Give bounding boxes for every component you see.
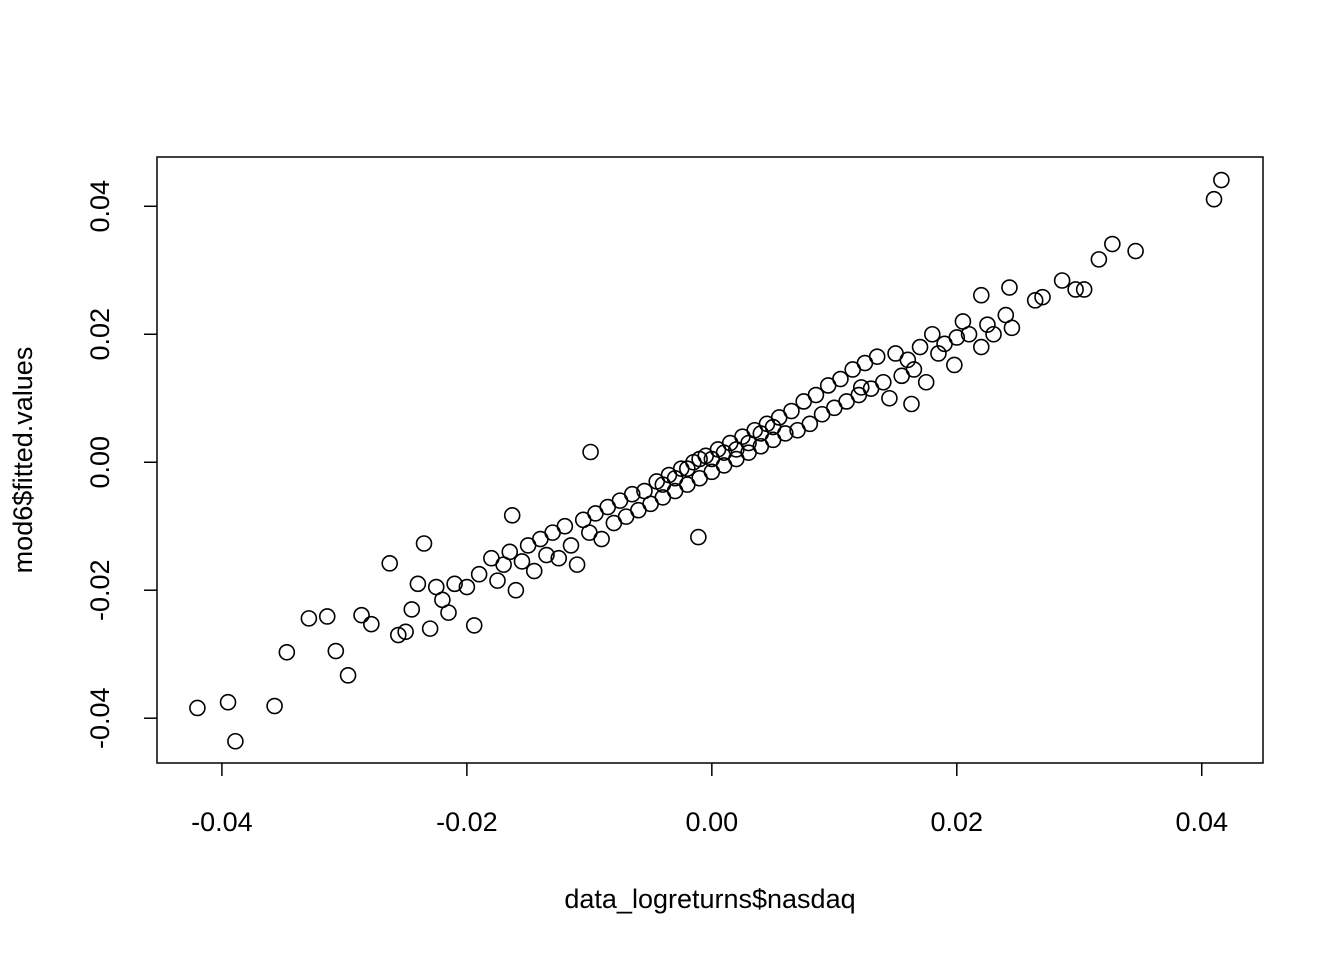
point bbox=[728, 441, 745, 458]
x-axis-label: data_logreturns$nasdaq bbox=[564, 884, 855, 914]
point bbox=[924, 325, 941, 343]
point bbox=[1053, 272, 1071, 289]
point bbox=[440, 604, 457, 621]
point bbox=[363, 615, 380, 633]
point bbox=[654, 476, 672, 493]
point bbox=[458, 578, 476, 596]
point bbox=[899, 351, 917, 369]
point bbox=[470, 565, 488, 583]
point bbox=[1127, 242, 1144, 260]
y-tick-label: 0.00 bbox=[85, 436, 115, 489]
point bbox=[489, 572, 506, 589]
point bbox=[550, 549, 568, 567]
point bbox=[503, 507, 521, 524]
point bbox=[219, 693, 237, 711]
point bbox=[679, 460, 696, 477]
point bbox=[278, 643, 296, 661]
point bbox=[446, 575, 463, 593]
point bbox=[783, 402, 800, 420]
point bbox=[593, 530, 610, 548]
point bbox=[1213, 171, 1230, 189]
point bbox=[917, 373, 935, 391]
point bbox=[1205, 190, 1223, 208]
point bbox=[381, 555, 399, 572]
point bbox=[852, 379, 870, 396]
point bbox=[948, 329, 966, 346]
point bbox=[903, 395, 920, 413]
point bbox=[905, 361, 923, 378]
point bbox=[946, 356, 963, 374]
point bbox=[300, 610, 318, 627]
point bbox=[397, 623, 414, 641]
point bbox=[421, 620, 439, 637]
point bbox=[801, 415, 819, 433]
point bbox=[266, 697, 283, 715]
y-tick-label: 0.04 bbox=[85, 180, 115, 233]
y-tick-label: -0.02 bbox=[85, 559, 115, 621]
point bbox=[513, 553, 531, 570]
point bbox=[353, 606, 370, 624]
y-tick-label: -0.04 bbox=[85, 687, 115, 749]
point bbox=[525, 562, 543, 580]
point bbox=[562, 537, 580, 554]
point bbox=[507, 581, 525, 599]
point bbox=[979, 316, 996, 333]
point bbox=[1026, 292, 1044, 309]
point bbox=[582, 443, 599, 461]
x-tick-label: -0.04 bbox=[191, 807, 253, 837]
x-tick-label: -0.02 bbox=[436, 807, 498, 837]
point bbox=[930, 345, 947, 362]
point bbox=[318, 608, 336, 625]
point bbox=[1104, 235, 1121, 253]
point bbox=[403, 601, 421, 618]
x-tick-label: 0.04 bbox=[1175, 807, 1228, 837]
point bbox=[427, 578, 445, 596]
point bbox=[972, 286, 990, 304]
point bbox=[985, 325, 1002, 343]
point bbox=[868, 348, 886, 365]
y-axis-label: mod6$fitted.values bbox=[8, 347, 38, 574]
point bbox=[623, 485, 641, 503]
point bbox=[409, 575, 427, 593]
point bbox=[703, 450, 721, 468]
point bbox=[538, 546, 555, 564]
point bbox=[1075, 281, 1093, 298]
point bbox=[389, 626, 407, 644]
x-tick-label: 0.02 bbox=[931, 807, 984, 837]
point bbox=[881, 389, 898, 407]
point bbox=[327, 642, 345, 660]
point bbox=[807, 386, 825, 404]
point bbox=[875, 373, 892, 391]
point bbox=[339, 667, 357, 684]
point bbox=[1003, 319, 1021, 337]
point bbox=[764, 418, 782, 436]
plot-box bbox=[156, 156, 1264, 764]
point bbox=[690, 528, 707, 546]
point bbox=[1034, 288, 1051, 306]
x-tick-label: 0.00 bbox=[686, 807, 739, 837]
point bbox=[1067, 281, 1084, 298]
point bbox=[227, 732, 244, 750]
point bbox=[556, 517, 574, 535]
point bbox=[415, 535, 433, 552]
point bbox=[832, 370, 849, 388]
point bbox=[1090, 251, 1108, 268]
point bbox=[501, 543, 519, 561]
y-tick-label: 0.02 bbox=[85, 308, 115, 361]
point bbox=[911, 338, 929, 356]
point bbox=[465, 617, 483, 634]
point bbox=[568, 556, 586, 573]
point bbox=[960, 325, 978, 343]
point bbox=[691, 450, 708, 468]
point bbox=[189, 699, 206, 717]
point bbox=[1001, 279, 1018, 296]
point bbox=[972, 338, 990, 356]
